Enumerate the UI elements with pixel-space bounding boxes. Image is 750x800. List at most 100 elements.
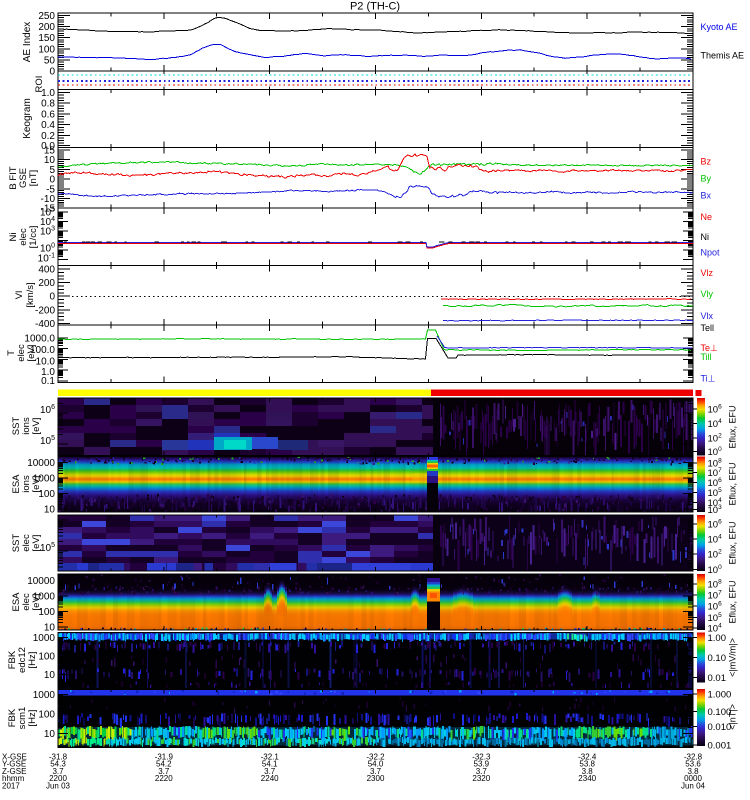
svg-text:100: 100 <box>38 44 55 55</box>
svg-text:53.6: 53.6 <box>685 760 701 769</box>
svg-text:-31.9: -31.9 <box>155 753 174 762</box>
svg-text:Bz: Bz <box>701 157 712 167</box>
svg-text:0.2: 0.2 <box>41 131 55 142</box>
svg-text:-15: -15 <box>41 204 56 215</box>
svg-text:-32.2: -32.2 <box>366 753 385 762</box>
svg-text:2300: 2300 <box>367 774 385 783</box>
svg-text:SST: SST <box>11 417 22 436</box>
svg-text:1.000: 1.000 <box>708 690 732 701</box>
svg-text:0.1: 0.1 <box>41 376 55 387</box>
svg-text:2320: 2320 <box>472 774 490 783</box>
svg-text:0.10: 0.10 <box>708 653 727 664</box>
svg-text:3.7: 3.7 <box>476 767 488 776</box>
svg-text:2017: 2017 <box>2 781 20 790</box>
svg-text:3.7: 3.7 <box>370 767 382 776</box>
svg-text:<|mV/m|>: <|mV/m|> <box>728 638 738 677</box>
svg-text:-31.8: -31.8 <box>49 753 68 762</box>
svg-text:FBK: FBK <box>7 650 18 669</box>
svg-text:Till: Till <box>701 352 712 362</box>
svg-text:54.1: 54.1 <box>262 760 278 769</box>
svg-text:By: By <box>701 174 712 184</box>
svg-text:3.7: 3.7 <box>158 767 170 776</box>
svg-text:SST: SST <box>11 534 22 553</box>
svg-text:-10: -10 <box>41 194 56 205</box>
svg-text:100: 100 <box>38 710 55 721</box>
svg-text:100.0: 100.0 <box>30 345 55 356</box>
svg-text:1000: 1000 <box>33 474 56 485</box>
svg-text:15: 15 <box>44 146 56 157</box>
svg-text:elec: elec <box>18 228 29 246</box>
svg-text:Eflux, EFU: Eflux, EFU <box>728 580 738 623</box>
svg-text:5: 5 <box>49 165 55 176</box>
svg-text:0: 0 <box>49 67 55 78</box>
svg-text:[eV]: [eV] <box>26 345 37 362</box>
svg-text:[eV]: [eV] <box>31 535 42 552</box>
svg-text:Npot: Npot <box>701 248 721 258</box>
svg-text:[eV]: [eV] <box>31 476 42 493</box>
svg-text:10: 10 <box>44 623 56 634</box>
svg-text:T: T <box>6 350 17 356</box>
svg-text:edc12: edc12 <box>17 647 28 673</box>
svg-text:Themis AE: Themis AE <box>701 51 745 61</box>
svg-text:X-GSE: X-GSE <box>2 753 27 762</box>
svg-text:-5: -5 <box>46 184 55 195</box>
svg-text:3.8: 3.8 <box>687 767 699 776</box>
svg-text:10.0: 10.0 <box>36 357 56 368</box>
svg-text:Ni: Ni <box>8 233 19 242</box>
svg-text:10000: 10000 <box>27 576 55 587</box>
svg-text:Keogram: Keogram <box>22 98 33 139</box>
svg-text:0000: 0000 <box>684 774 702 783</box>
svg-text:-32.1: -32.1 <box>261 753 280 762</box>
svg-text:[eV]: [eV] <box>31 594 42 611</box>
svg-text:0.8: 0.8 <box>41 99 55 110</box>
svg-text:10: 10 <box>44 670 56 681</box>
svg-text:Ni: Ni <box>701 232 710 242</box>
svg-text:P2 (TH-C): P2 (TH-C) <box>350 1 400 13</box>
svg-text:-32.8: -32.8 <box>684 753 703 762</box>
svg-text:0.6: 0.6 <box>41 109 55 120</box>
svg-text:10: 10 <box>44 155 56 166</box>
svg-text:50: 50 <box>44 55 56 66</box>
svg-text:2240: 2240 <box>261 774 279 783</box>
svg-text:<|nT|>: <|nT|> <box>728 704 738 730</box>
svg-text:[eV]: [eV] <box>31 418 42 435</box>
svg-text:ROI: ROI <box>34 76 45 93</box>
svg-text:Vlz: Vlz <box>701 268 714 278</box>
svg-text:53.9: 53.9 <box>474 760 490 769</box>
svg-text:100: 100 <box>38 652 55 663</box>
svg-text:1000.0: 1000.0 <box>24 333 55 344</box>
svg-text:54.3: 54.3 <box>50 760 66 769</box>
svg-text:54.0: 54.0 <box>368 760 384 769</box>
svg-text:0.4: 0.4 <box>41 120 55 131</box>
svg-text:150: 150 <box>38 33 55 44</box>
svg-text:100: 100 <box>38 607 55 618</box>
svg-text:Z-GSE: Z-GSE <box>2 767 26 776</box>
svg-text:Eflux, EFU: Eflux, EFU <box>728 462 738 505</box>
svg-text:Ne: Ne <box>701 212 713 222</box>
svg-text:10000: 10000 <box>27 458 55 469</box>
svg-text:Vlx: Vlx <box>701 311 714 321</box>
svg-text:3.7: 3.7 <box>52 767 64 776</box>
svg-text:1.0: 1.0 <box>41 88 55 99</box>
svg-text:-32.3: -32.3 <box>472 753 491 762</box>
svg-text:Jun 04: Jun 04 <box>681 781 706 790</box>
svg-text:0.0: 0.0 <box>41 141 55 152</box>
svg-text:Bx: Bx <box>701 191 712 201</box>
svg-text:AE Index: AE Index <box>22 22 33 63</box>
svg-text:Ti⊥: Ti⊥ <box>701 374 716 384</box>
svg-text:10: 10 <box>44 729 56 740</box>
svg-text:scm1: scm1 <box>17 707 28 730</box>
svg-text:Vl: Vl <box>14 291 25 299</box>
svg-text:2340: 2340 <box>578 774 596 783</box>
svg-text:10: 10 <box>44 505 56 516</box>
svg-text:200: 200 <box>38 278 55 289</box>
svg-text:400: 400 <box>38 265 55 276</box>
svg-text:Eflux, EFU: Eflux, EFU <box>728 521 738 564</box>
svg-text:1000: 1000 <box>33 690 56 701</box>
svg-text:elec: elec <box>21 593 32 611</box>
svg-text:ESA: ESA <box>11 474 22 494</box>
svg-text:FBK: FBK <box>7 708 18 727</box>
svg-text:200: 200 <box>38 22 55 33</box>
svg-text:ESA: ESA <box>11 592 22 612</box>
svg-text:Jun 03: Jun 03 <box>46 781 71 790</box>
